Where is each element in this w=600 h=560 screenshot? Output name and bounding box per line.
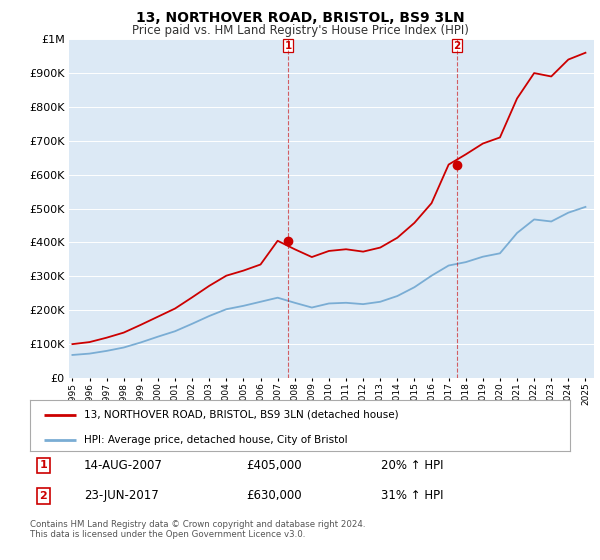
Text: 31% ↑ HPI: 31% ↑ HPI xyxy=(381,489,443,502)
Text: 20% ↑ HPI: 20% ↑ HPI xyxy=(381,459,443,472)
Text: HPI: Average price, detached house, City of Bristol: HPI: Average price, detached house, City… xyxy=(84,435,347,445)
Text: Contains HM Land Registry data © Crown copyright and database right 2024.
This d: Contains HM Land Registry data © Crown c… xyxy=(30,520,365,539)
Text: 13, NORTHOVER ROAD, BRISTOL, BS9 3LN: 13, NORTHOVER ROAD, BRISTOL, BS9 3LN xyxy=(136,11,464,25)
Text: £405,000: £405,000 xyxy=(246,459,302,472)
Text: 2: 2 xyxy=(40,491,47,501)
Text: 14-AUG-2007: 14-AUG-2007 xyxy=(84,459,163,472)
Text: 1: 1 xyxy=(284,41,292,51)
Text: 13, NORTHOVER ROAD, BRISTOL, BS9 3LN (detached house): 13, NORTHOVER ROAD, BRISTOL, BS9 3LN (de… xyxy=(84,409,398,419)
Text: 23-JUN-2017: 23-JUN-2017 xyxy=(84,489,159,502)
Text: 2: 2 xyxy=(453,41,460,51)
Text: £630,000: £630,000 xyxy=(246,489,302,502)
Text: 1: 1 xyxy=(40,460,47,470)
Text: Price paid vs. HM Land Registry's House Price Index (HPI): Price paid vs. HM Land Registry's House … xyxy=(131,24,469,36)
